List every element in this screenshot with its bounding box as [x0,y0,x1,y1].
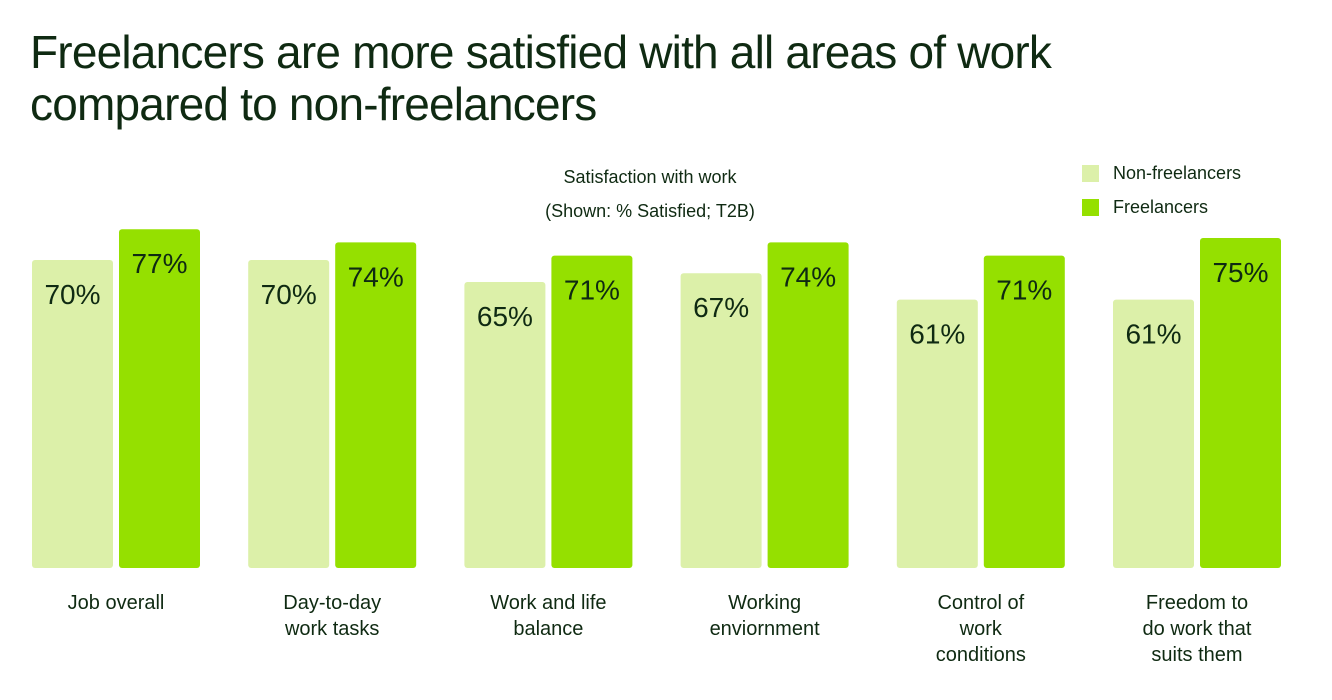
category-label-line: Job overall [67,592,165,614]
category-label-line: work tasks [284,618,380,640]
data-label-freelancers-day-to-day-work-tasks: 74% [348,261,404,292]
chart-legend: Non-freelancers Freelancers [1082,156,1241,224]
bar-non-freelancers-work-and-life-balance [464,282,546,568]
category-label-line: enviornment [709,618,820,640]
legend-item-freelancers: Freelancers [1082,190,1241,224]
category-label-line: conditions [935,644,1026,666]
chart-subtitle-line-1: Satisfaction with work [563,167,737,187]
bar-freelancers-job-overall [119,229,200,568]
data-label-freelancers-working-enviornment: 74% [780,261,836,292]
category-label-control-of-work-conditions: Control of work conditions [891,590,1071,668]
bar-freelancers-day-to-day-work-tasks [335,242,417,568]
category-label-line: Working [728,592,802,614]
data-label-non-freelancers-day-to-day-work-tasks: 70% [261,279,317,310]
category-label-line: work [959,618,1002,640]
chart-title-line-2: compared to non-freelancers [30,78,597,130]
bar-non-freelancers-day-to-day-work-tasks [248,260,330,568]
category-label-working-enviornment: Working enviornment [675,590,855,642]
category-label-freedom-to-do-work-that-suits-them: Freedom to do work that suits them [1107,590,1287,668]
data-label-non-freelancers-working-enviornment: 67% [693,292,749,323]
chart-title-line-1: Freelancers are more satisfied with all … [30,26,1052,78]
category-label-line: Control of [937,592,1025,614]
category-label-line: Work and life [490,592,607,614]
bar-freelancers-freedom-to-do-work-that-suits-them [1200,238,1281,568]
data-label-non-freelancers-freedom-to-do-work-that-suits-them: 61% [1125,319,1181,350]
category-label-line: do work that [1142,618,1252,640]
data-label-freelancers-control-of-work-conditions: 71% [996,275,1052,306]
category-label-line: balance [513,618,584,640]
category-label-work-and-life-balance: Work and life balance [458,590,638,642]
bar-freelancers-working-enviornment [767,242,849,568]
data-label-freelancers-work-and-life-balance: 71% [564,275,620,306]
category-label-line: Day-to-day [283,592,382,614]
legend-label-freelancers: Freelancers [1113,196,1209,217]
bar-freelancers-work-and-life-balance [551,255,633,568]
category-label-day-to-day-work-tasks: Day-to-day work tasks [242,590,422,642]
bar-non-freelancers-working-enviornment [680,273,762,568]
bar-non-freelancers-job-overall [32,260,113,568]
chart-title: Freelancers are more satisfied with all … [30,26,1230,130]
legend-label-non-freelancers: Non-freelancers [1113,162,1242,183]
bar-non-freelancers-control-of-work-conditions [896,299,978,568]
category-label-job-overall: Job overall [26,590,206,616]
data-label-non-freelancers-job-overall: 70% [44,279,100,310]
legend-item-non-freelancers: Non-freelancers [1082,156,1241,190]
bar-non-freelancers-freedom-to-do-work-that-suits-them [1113,299,1194,568]
category-label-line: Freedom to [1145,592,1249,614]
category-label-line: suits them [1151,644,1243,666]
data-label-freelancers-freedom-to-do-work-that-suits-them: 75% [1212,257,1268,288]
data-label-freelancers-job-overall: 77% [131,248,187,279]
legend-swatch-freelancers [1082,198,1099,216]
chart-subtitle: Satisfaction with work (Shown: % Satisfi… [440,160,860,228]
chart-subtitle-line-2: (Shown: % Satisfied; T2B) [545,201,755,221]
data-label-non-freelancers-work-and-life-balance: 65% [477,301,533,332]
data-label-non-freelancers-control-of-work-conditions: 61% [909,319,965,350]
legend-swatch-non-freelancers [1082,164,1099,182]
bar-freelancers-control-of-work-conditions [983,255,1065,568]
